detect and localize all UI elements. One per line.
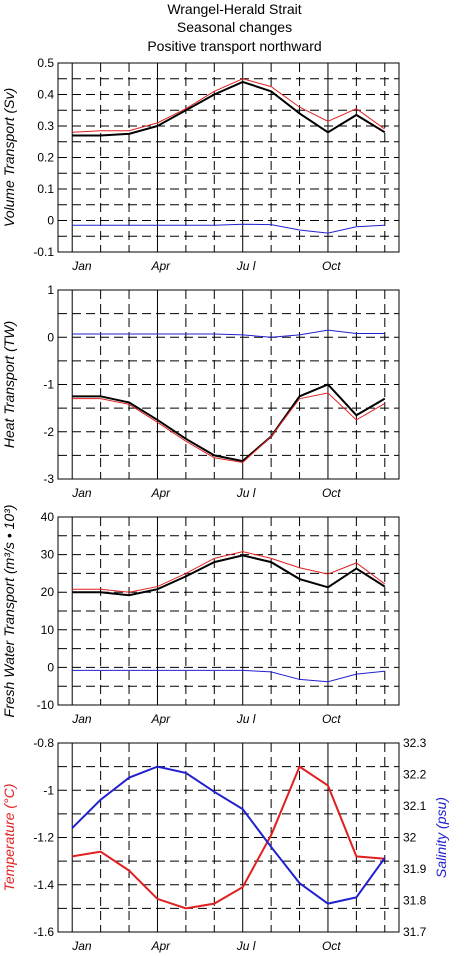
series-line-red: [72, 551, 386, 593]
y-tick-label: 10: [41, 623, 55, 637]
x-tick-label: Apr: [150, 259, 171, 273]
y-tick-label: 40: [41, 510, 55, 524]
series-line-blue: [72, 669, 385, 683]
y-tick-label: 1: [47, 283, 54, 297]
y-tick-label: 0: [47, 214, 54, 228]
x-tick-label: Oct: [322, 939, 341, 953]
series-line-blue: [72, 223, 385, 234]
y-tick-label: 0.5: [37, 56, 54, 70]
y-tick-label: -1.2: [33, 831, 54, 845]
y-tick-label: 0.1: [37, 182, 54, 196]
y-tick-label: 30: [41, 548, 55, 562]
y-right-axis-label: Salinity (psu): [433, 797, 449, 878]
y-axis-label: Fresh Water Transport (m³/s • 10³): [1, 505, 17, 718]
x-tick-label: Apr: [150, 712, 171, 726]
x-tick-label: Jan: [71, 259, 92, 273]
y-tick-label: 0: [47, 330, 54, 344]
y-axis-label: Heat Transport (TW): [1, 321, 17, 448]
y-tick-label: 0.4: [37, 88, 54, 102]
y-right-tick-label: 31.7: [403, 925, 427, 939]
y-tick-label: -0.8: [33, 736, 54, 750]
y-right-tick-label: 31.9: [403, 862, 427, 876]
panel-1: 0.5 0.4 0.3 0.2 0.1 0 -0.1 Jan Apr Ju l Oct Volume …: [1, 56, 400, 273]
panel-2: 1 0 -1 -2 -3 Jan Apr Ju l Oct Heat Transport (TW): [1, 283, 400, 500]
x-tick-label: Oct: [322, 486, 341, 500]
y-tick-label: -10: [37, 698, 55, 712]
chart-subtitle-2: Positive transport northward: [147, 38, 322, 54]
series-line-blue: [72, 329, 385, 338]
chart-subtitle: Seasonal changes: [176, 19, 293, 35]
x-tick-label: Oct: [322, 712, 341, 726]
x-tick-label: Jan: [71, 939, 92, 953]
x-tick-label: Ju l: [236, 939, 256, 953]
series-line-red: [72, 78, 386, 133]
y-tick-label: -1: [43, 378, 54, 392]
x-tick-label: Ju l: [236, 259, 256, 273]
y-tick-label: -3: [43, 472, 54, 486]
series-line-red: [72, 765, 385, 910]
series-line-black: [72, 383, 386, 463]
y-right-tick-label: 32.2: [403, 768, 427, 782]
panel-3: 40 30 20 10 0 -10 Jan Apr Ju l Oct Fresh Water Tra…: [1, 505, 400, 726]
x-tick-label: Jan: [71, 486, 92, 500]
y-axis-label: Volume Transport (Sv): [1, 88, 17, 227]
y-right-tick-label: 31.8: [403, 894, 427, 908]
x-tick-label: Apr: [150, 939, 171, 953]
x-tick-label: Apr: [150, 486, 171, 500]
y-right-tick-label: 32.1: [403, 799, 427, 813]
y-tick-label: 0.3: [37, 119, 54, 133]
series-line-black: [72, 80, 386, 137]
series-line-blue: [71, 765, 386, 905]
x-tick-label: Oct: [322, 259, 341, 273]
y-tick-label: -1.6: [33, 925, 54, 939]
x-tick-label: Jan: [71, 712, 92, 726]
series-line-red: [72, 392, 386, 463]
y-tick-label: -1.4: [33, 878, 54, 892]
y-axis-label: Temperature (°C): [1, 784, 17, 892]
chart-title: Wrangel-Herald Strait: [167, 1, 302, 17]
y-tick-label: 0: [47, 660, 54, 674]
y-right-tick-label: 32.3: [403, 736, 427, 750]
y-tick-label: -1: [43, 783, 54, 797]
y-tick-label: 20: [41, 585, 55, 599]
y-tick-label: 0.2: [37, 151, 54, 165]
y-right-tick-label: 32: [403, 831, 417, 845]
series-line-black: [72, 554, 386, 597]
x-tick-label: Ju l: [236, 486, 256, 500]
panel-4: -0.8 -1 -1.2 -1.4 -1.6 32.3 32.2 32.1 32 31.9 31.8…: [1, 736, 449, 953]
y-tick-label: -0.1: [33, 245, 54, 259]
y-tick-label: -2: [43, 425, 54, 439]
x-tick-label: Ju l: [236, 712, 256, 726]
